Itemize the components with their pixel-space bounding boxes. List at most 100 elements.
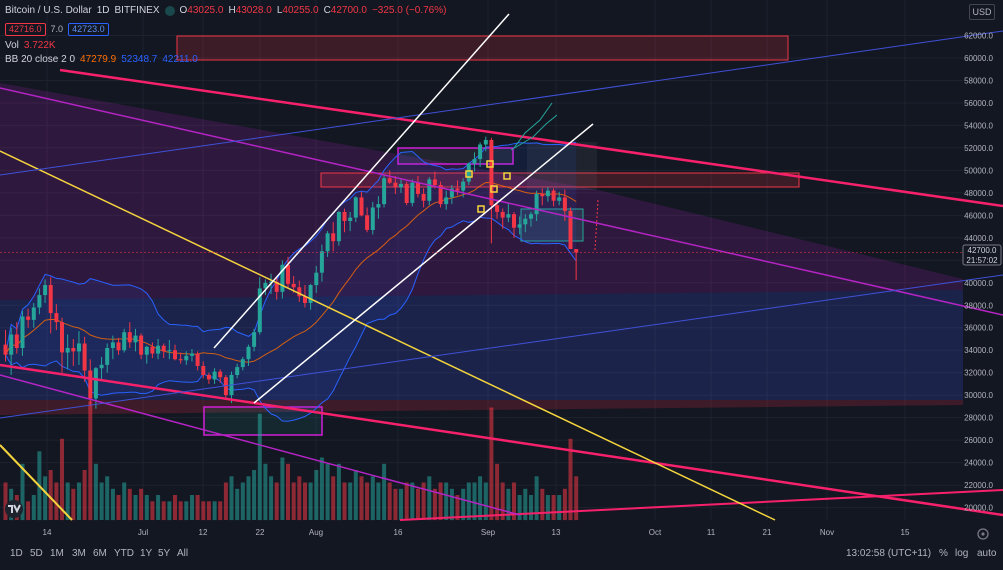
descending-channel-fill <box>0 83 963 300</box>
trendline-red-floor <box>399 489 1003 521</box>
candle <box>116 337 121 355</box>
candle-body <box>82 343 87 371</box>
volume-bar <box>416 488 420 521</box>
candle <box>427 177 432 206</box>
y-tick-label: 54000.0 <box>964 121 993 130</box>
candle-body <box>99 364 104 369</box>
range-1d-button[interactable]: 1D <box>10 548 23 559</box>
candle <box>365 207 370 233</box>
auto-toggle[interactable]: auto <box>977 548 997 559</box>
candle-body <box>444 197 449 205</box>
candle <box>37 288 42 315</box>
candle-body <box>540 194 545 197</box>
x-tick-label: 14 <box>43 528 52 537</box>
volume-bar <box>291 482 296 520</box>
candle <box>156 338 161 360</box>
x-tick-label: 12 <box>199 528 208 537</box>
candle <box>195 351 200 371</box>
candle-body <box>393 182 398 188</box>
high-label: H <box>228 5 236 16</box>
candle-body <box>65 348 70 353</box>
candle-body <box>376 204 381 208</box>
candle <box>3 329 8 362</box>
volume-bar <box>212 501 217 521</box>
range-1y-button[interactable]: 1Y <box>140 548 153 559</box>
range-5d-button[interactable]: 5D <box>30 548 43 559</box>
last-price-label: 42700.0 <box>968 246 997 255</box>
candle-body <box>77 343 81 352</box>
volume-bar <box>31 495 36 520</box>
candle <box>506 202 511 223</box>
volume-bars <box>3 401 579 521</box>
candle <box>218 369 223 383</box>
candle <box>336 210 341 246</box>
range-ytd-button[interactable]: YTD <box>114 548 134 559</box>
volume-bar <box>410 482 415 520</box>
volume-bar <box>517 495 522 520</box>
candle-body <box>545 190 550 197</box>
y-tick-label: 58000.0 <box>964 77 993 86</box>
pattern-marker <box>503 172 511 180</box>
volume-bar <box>88 401 93 521</box>
pattern-box-bottom <box>203 406 323 436</box>
candle-body <box>461 181 466 191</box>
price-axis[interactable]: 20000.0 22000.0 24000.0 26000.0 28000.0 30000… <box>964 32 993 513</box>
bb-label[interactable]: BB 20 close 2 0 <box>5 54 76 65</box>
trendline-blue-support <box>0 274 1003 419</box>
range-6m-button[interactable]: 6M <box>93 548 107 559</box>
volume-bar <box>144 495 149 520</box>
volume-bar <box>26 501 31 521</box>
volume-label[interactable]: Vol <box>5 40 19 51</box>
range-3m-button[interactable]: 3M <box>72 548 86 559</box>
time-axis[interactable]: 14 Jul 12 22 Aug 16 Sep 13 Oct 11 21 Nov 15 <box>43 528 910 537</box>
volume-bar <box>263 463 268 521</box>
volume-bar <box>99 482 104 520</box>
clock[interactable]: 13:02:58 (UTC+11) <box>846 548 932 559</box>
range-all-button[interactable]: All <box>177 548 189 559</box>
volume-bar <box>444 482 449 520</box>
symbol-name[interactable]: Bitcoin / U.S. Dollar <box>5 5 92 16</box>
volume-bar <box>303 482 307 520</box>
close-value: 42700.0 <box>330 5 367 16</box>
visibility-eye-icon[interactable] <box>164 6 175 16</box>
y-tick-label: 56000.0 <box>964 99 993 108</box>
candle-body <box>416 182 420 194</box>
candle-body <box>3 344 8 355</box>
sell-price-button[interactable]: 42716.0 <box>5 22 46 36</box>
candle <box>167 340 172 360</box>
candle-body <box>280 264 285 292</box>
candle <box>206 372 211 384</box>
candle <box>48 277 53 334</box>
volume-bar <box>252 470 257 520</box>
log-toggle[interactable]: log <box>955 548 969 559</box>
settings-icon[interactable] <box>977 528 989 540</box>
volume-bar <box>478 476 483 521</box>
volume-bar <box>534 476 539 521</box>
trendline-yellow-long <box>0 150 776 521</box>
buy-price-button[interactable]: 42723.0 <box>68 22 109 36</box>
interval[interactable]: 1D <box>96 5 110 16</box>
candle <box>545 187 550 202</box>
candle-body <box>308 285 313 303</box>
candle-body <box>235 367 240 375</box>
candle <box>449 184 454 205</box>
candle <box>483 136 488 152</box>
candle <box>308 283 313 310</box>
exchange: BITFINEX <box>114 5 160 16</box>
y-tick-label: 36000.0 <box>964 324 993 333</box>
candle <box>14 322 19 354</box>
range-1m-button[interactable]: 1M <box>50 548 64 559</box>
candle <box>235 363 240 379</box>
candle-body <box>105 348 110 365</box>
candle-body <box>359 197 364 216</box>
percent-toggle[interactable]: % <box>939 548 948 559</box>
candle <box>438 181 443 208</box>
candle <box>529 211 533 227</box>
range-5y-button[interactable]: 5Y <box>158 548 171 559</box>
volume-bar <box>551 495 556 520</box>
y-tick-label: 62000.0 <box>964 32 993 41</box>
currency-button[interactable]: USD <box>969 4 995 20</box>
candle-body <box>88 370 93 399</box>
